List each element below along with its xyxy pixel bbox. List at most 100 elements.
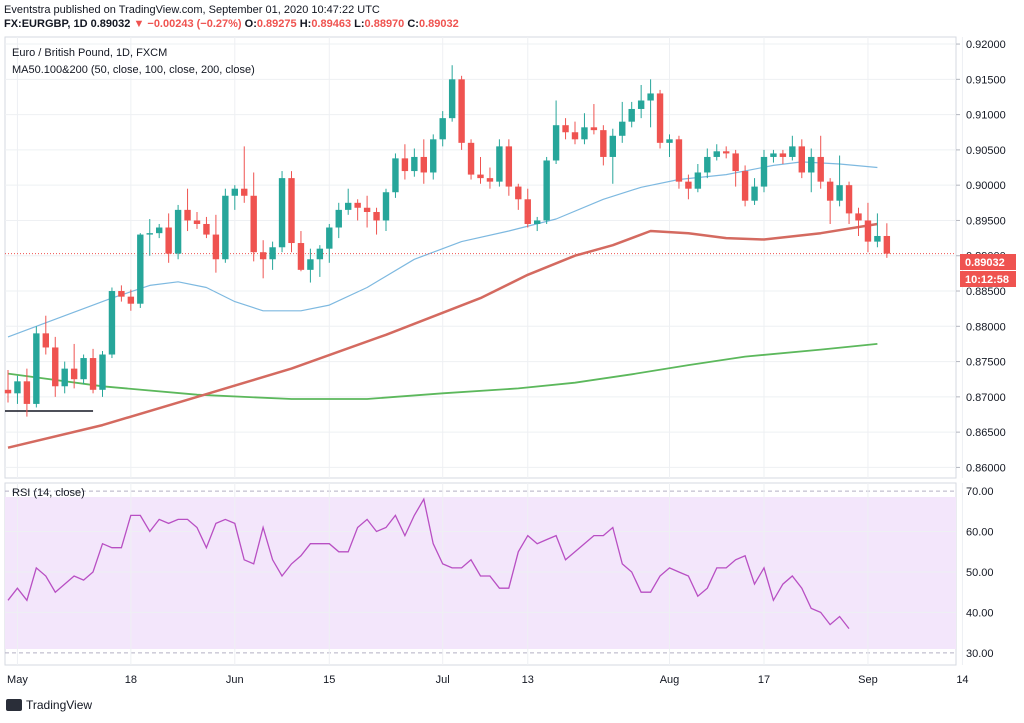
candle-down: [855, 213, 862, 221]
candle-up: [316, 248, 324, 260]
candle-up: [146, 233, 153, 235]
open-label: O:: [244, 18, 257, 30]
candle-down: [118, 291, 125, 297]
candle-up: [137, 234, 144, 304]
candle-down: [288, 178, 295, 244]
countdown-text: 10:12:58: [965, 274, 1009, 286]
candle-down: [675, 139, 683, 182]
candle-up: [156, 227, 163, 234]
rsi-band: [5, 497, 956, 649]
rsi-tick-label: 50.00: [966, 567, 994, 579]
candle-up: [222, 195, 229, 260]
ma200-line: [7, 343, 878, 400]
candle-up: [836, 185, 843, 201]
candle-up: [609, 135, 616, 157]
candle-down: [477, 174, 484, 179]
candle-up: [345, 202, 352, 210]
time-tick-label: Jun: [226, 674, 244, 686]
rsi-tick-label: 60.00: [966, 527, 994, 539]
candle-up: [704, 156, 711, 173]
candle-down: [89, 358, 97, 390]
candle-down: [515, 186, 522, 200]
candle-down: [259, 252, 267, 260]
legend-ma: MA50.100&200 (50, close, 100, close, 200…: [12, 64, 255, 76]
candle-up: [307, 259, 314, 270]
price-tick-label: 0.88000: [966, 321, 1006, 333]
candle-down: [486, 178, 494, 182]
candle-down: [600, 130, 607, 157]
candle-up: [496, 146, 503, 182]
candle-up: [80, 358, 87, 380]
close-label: C:: [407, 18, 419, 30]
candle-down: [70, 368, 78, 380]
time-tick-label: 13: [522, 674, 534, 686]
candle-down: [467, 142, 475, 175]
candle-up: [430, 139, 437, 173]
candle-up: [411, 156, 418, 172]
candle-down: [864, 220, 872, 242]
time-tick-label: 15: [323, 674, 335, 686]
time-tick-label: Aug: [660, 674, 680, 686]
candle-down: [723, 151, 730, 154]
candle-up: [874, 235, 881, 242]
candle-up: [552, 125, 560, 161]
rsi-tick-label: 40.00: [966, 607, 994, 619]
axes: 0.92000 0.91500 0.91000 0.90500 0.90000 0.895…: [7, 39, 1006, 686]
candle-up: [33, 333, 40, 404]
candle-up: [326, 227, 333, 249]
candle-down: [42, 333, 49, 348]
price-tick-label: 0.86000: [966, 462, 1006, 474]
candle-up: [789, 146, 796, 157]
candle-down: [23, 381, 31, 404]
high-label: H:: [299, 18, 312, 30]
tradingview-logo[interactable]: TradingView: [6, 698, 92, 712]
candle-up: [382, 192, 390, 221]
tradingview-logo-icon: [6, 699, 22, 711]
candle-down: [127, 296, 135, 304]
candle-up: [543, 160, 550, 221]
candle-up: [647, 93, 654, 101]
candle-down: [212, 234, 220, 260]
price-tick-label: 0.90000: [966, 180, 1006, 192]
candle-down: [845, 185, 853, 214]
candle-up: [392, 158, 399, 193]
candle-down: [732, 153, 739, 172]
candle-up: [231, 188, 238, 196]
price-pane[interactable]: [4, 36, 957, 479]
price-tick-label: 0.86500: [966, 427, 1006, 439]
candle-down: [250, 195, 257, 253]
rsi-tick-label: 70.00: [966, 486, 994, 498]
candle-down: [165, 227, 172, 254]
down-arrow-icon: ▼: [133, 18, 145, 30]
candle-up: [628, 108, 635, 122]
price-tick-label: 0.91000: [966, 110, 1006, 122]
ma100-line: [7, 222, 878, 449]
candles: [4, 65, 891, 417]
brand-text: TradingView: [26, 698, 93, 712]
candle-down: [779, 153, 787, 157]
rsi-tick-label: 30.00: [966, 648, 994, 660]
candle-down: [193, 220, 201, 224]
candle-down: [401, 158, 409, 172]
open-value: 0.89275: [256, 18, 297, 30]
candle-up: [581, 127, 588, 140]
candle-up: [666, 139, 673, 143]
price-tick-label: 0.88500: [966, 286, 1006, 298]
last-price: 0.89032: [90, 18, 131, 30]
time-tick-label: 17: [758, 674, 770, 686]
candle-down: [817, 156, 824, 182]
candle-up: [694, 172, 702, 189]
time-tick-label: 14: [956, 674, 968, 686]
price-tick-label: 0.87000: [966, 392, 1006, 404]
price-tick-label: 0.89500: [966, 215, 1006, 227]
low-label: L:: [354, 18, 365, 30]
candle-up: [713, 151, 720, 157]
candle-up: [269, 247, 276, 260]
candle-up: [637, 100, 645, 109]
candle-down: [363, 207, 371, 212]
candle-up: [108, 291, 116, 355]
price-tick-label: 0.91500: [966, 74, 1006, 86]
candle-up: [751, 186, 758, 201]
candle-up: [760, 156, 768, 187]
